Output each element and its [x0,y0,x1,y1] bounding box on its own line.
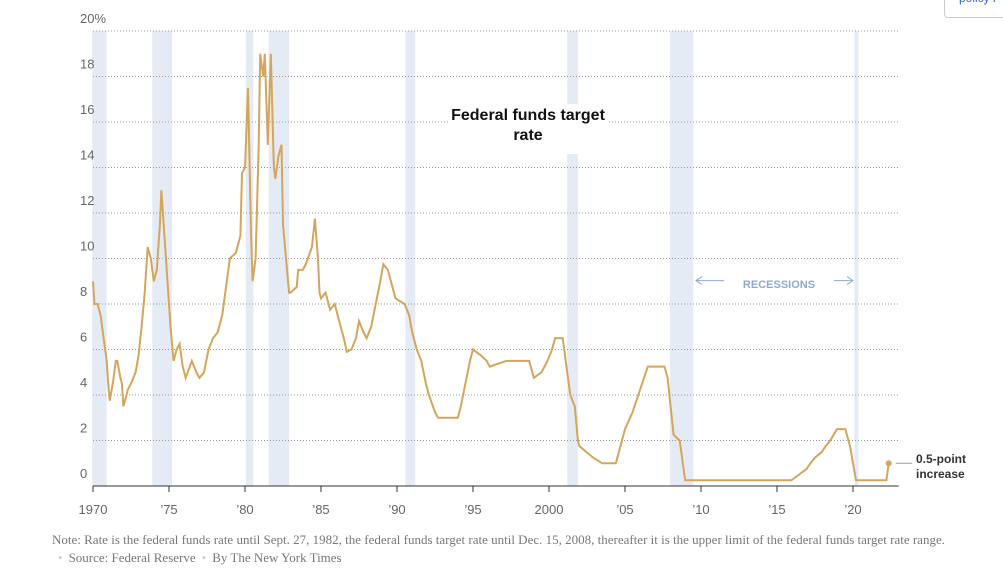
x-tick-label: ’20 [844,502,861,517]
rate-line [92,53,890,482]
footnote: Note: Rate is the federal funds rate unt… [52,531,997,567]
policy-link[interactable]: policy r [944,0,1003,18]
y-tick-label: 8 [80,284,87,299]
recession-label: RECESSIONS [724,279,834,291]
y-tick-label: 2 [80,421,87,436]
separator: • [58,550,63,565]
y-tick-label: 18 [80,57,94,72]
x-tick-label: ’95 [464,502,481,517]
recession-band [854,31,859,486]
separator: • [201,550,207,565]
x-tick-label: ’05 [616,502,633,517]
arrow-head [695,276,703,285]
annotation: 0.5-point increase [916,452,966,481]
x-tick-label: ’75 [160,502,177,517]
chart-title: Federal funds target rate [448,104,608,154]
y-tick-label: 10 [80,239,94,254]
recession-band [405,31,416,486]
x-tick-label: ’85 [312,502,329,517]
source: Source: Federal Reserve [68,550,196,565]
x-tick-label: ’15 [768,502,785,517]
y-tick-label: 12 [80,193,94,208]
end-dot [885,460,892,467]
note: Note: Rate is the federal funds rate unt… [52,532,945,547]
y-tick-label: 14 [80,148,94,163]
y-tick-label: 4 [80,375,87,390]
arrow-head [846,276,854,285]
x-tick-label: ’90 [388,502,405,517]
x-tick-label: 2000 [535,502,564,517]
credit: By The New York Times [212,550,342,565]
recession-band [567,31,578,486]
y-tick-label: 20% [80,11,106,26]
x-tick-label: ’80 [236,502,253,517]
x-tick-label: ’10 [692,502,709,517]
y-tick-label: 6 [80,330,87,345]
y-tick-label: 0 [80,466,87,481]
y-tick-label: 16 [80,102,94,117]
x-tick-label: 1970 [79,502,108,517]
